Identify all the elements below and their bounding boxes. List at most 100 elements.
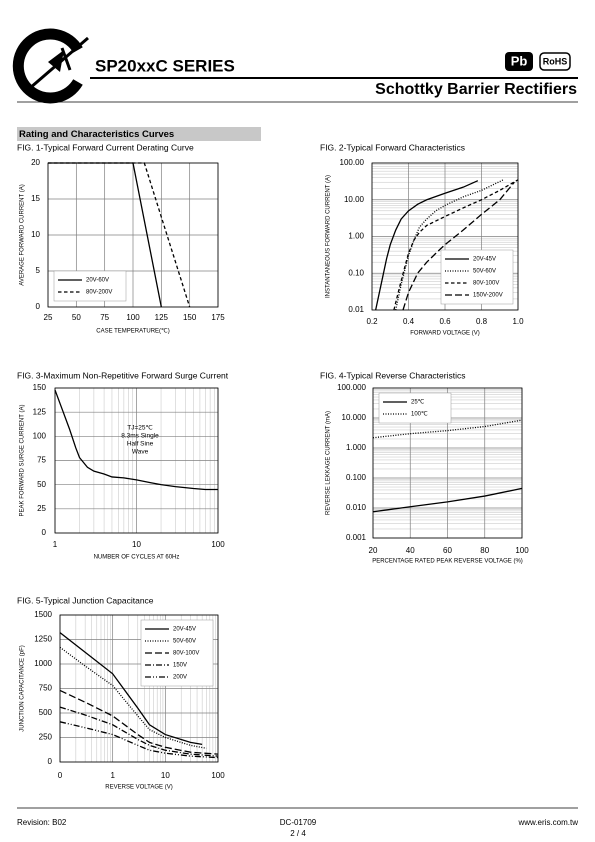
badge-border (539, 52, 571, 71)
x-tick-label: 60 (443, 546, 452, 555)
chart: FIG. 3-Maximum Non-Repetitive Forward Su… (17, 370, 229, 560)
chart-title: FIG. 4-Typical Reverse Characteristics (320, 370, 465, 380)
legend-label: 50V-60V (473, 269, 496, 275)
y-axis-title: JUNCTION CAPACITANCE (pF) (20, 645, 26, 731)
chart: FIG. 1-Typical Forward Current Derating … (17, 142, 225, 334)
badge: RoHS (543, 56, 568, 66)
annotation: Half Sine (127, 441, 154, 448)
series-line (59, 721, 219, 759)
x-tick-label: 25 (44, 313, 53, 322)
annotation: TJ=25℃ (127, 425, 153, 432)
series-line (48, 162, 191, 308)
y-tick-label: 1.00 (348, 232, 364, 241)
x-tick-label: 125 (155, 313, 169, 322)
x-tick-label: 100 (515, 546, 529, 555)
legend-label: 80V-100V (473, 281, 499, 287)
y-tick-label: 0 (36, 302, 41, 311)
legend-label: 20V-45V (473, 257, 496, 263)
header-subtitle: Schottky Barrier Rectifiers (375, 81, 577, 98)
x-tick-label: 0.4 (403, 317, 415, 326)
chart-title: FIG. 5-Typical Junction Capacitance (17, 595, 154, 605)
annotation: Wave (132, 449, 149, 456)
y-tick-label: 0.10 (348, 268, 364, 277)
series-line (393, 179, 519, 311)
plot-border (54, 387, 219, 534)
chart: FIG. 5-Typical Junction Capacitance 0 250 5… (17, 595, 225, 790)
legend-label: 100℃ (411, 412, 428, 418)
annotation: 8.3ms Single (121, 433, 159, 440)
y-tick-label: 50 (37, 480, 46, 489)
logo-bar (60, 47, 72, 71)
series-line (375, 180, 479, 311)
series-line (59, 706, 219, 757)
y-tick-label: 10.00 (344, 195, 365, 204)
legend-box (53, 270, 127, 302)
x-tick-label: 150 (183, 313, 197, 322)
legend-label: 80V-200V (86, 290, 112, 296)
x-tick-label: 20 (369, 546, 378, 555)
y-axis-title: REVERSE LEKKAGE CURRENT (mA) (326, 411, 332, 515)
plot-border (372, 387, 523, 539)
series-line (372, 487, 523, 513)
y-tick-label: 0 (42, 528, 47, 537)
x-tick-label: 40 (406, 546, 415, 555)
series-line (54, 389, 218, 491)
y-tick-label: 15 (31, 194, 40, 203)
x-tick-label: 0.2 (366, 317, 378, 326)
x-tick-label: 50 (72, 313, 81, 322)
header-title: SP20xxC SERIES (95, 56, 235, 75)
series-line (402, 181, 515, 311)
x-tick-label: 0.6 (439, 317, 451, 326)
y-tick-label: 5 (36, 266, 41, 275)
x-tick-label: 10 (132, 540, 141, 549)
plot-border (59, 614, 219, 763)
x-tick-label: 0 (58, 771, 63, 780)
y-tick-label: 0.01 (348, 305, 364, 314)
x-tick-label: 10 (161, 771, 170, 780)
y-axis-title: PEAK FORWARD SURGE CURRENT (A) (20, 405, 26, 517)
series-line (59, 632, 203, 746)
y-tick-label: 250 (39, 733, 53, 742)
legend-label: 20V-60V (86, 278, 109, 284)
legend-label: 150V-200V (473, 293, 503, 299)
x-axis-title: NUMBER OF CYCLES AT 60Hz (94, 555, 180, 561)
legend-label: 50V-60V (173, 639, 196, 645)
chart-title: FIG. 3-Maximum Non-Repetitive Forward Su… (17, 370, 229, 380)
y-tick-label: 1250 (34, 635, 52, 644)
plot-border (371, 162, 519, 311)
legend-label: 20V-45V (173, 627, 196, 633)
legend-label: 200V (173, 675, 187, 681)
y-tick-label: 750 (39, 684, 53, 693)
series-line (59, 689, 219, 755)
x-tick-label: 80 (480, 546, 489, 555)
y-tick-label: 0.001 (346, 533, 367, 542)
y-tick-label: 10.000 (342, 413, 367, 422)
y-tick-label: 25 (37, 504, 46, 513)
x-tick-label: 175 (211, 313, 225, 322)
y-axis-title: AVERAGE FORWARD CURRENT (A) (20, 184, 26, 285)
x-tick-label: 1 (110, 771, 115, 780)
y-axis-title: INSTANTANEOUS FORWARD CURRENT (A) (326, 175, 332, 298)
x-tick-label: 100 (211, 540, 225, 549)
y-tick-label: 100.000 (337, 383, 366, 392)
x-tick-label: 100 (126, 313, 140, 322)
logo (12, 28, 89, 104)
x-tick-label: 1.0 (512, 317, 524, 326)
y-tick-label: 1000 (34, 659, 52, 668)
y-tick-label: 500 (39, 708, 53, 717)
chart: FIG. 4-Typical Reverse Characteristics 0.… (320, 370, 529, 564)
footer-revision: Revision: B02 (17, 818, 67, 827)
y-tick-label: 125 (33, 407, 47, 416)
footer-page: 2 / 4 (290, 829, 306, 838)
footer-website: www.eris.com.tw (517, 818, 578, 827)
x-axis-title: REVERSE VOLTAGE (V) (105, 785, 172, 791)
y-tick-label: 0 (48, 757, 53, 766)
badge: Pb (511, 53, 528, 68)
y-tick-label: 10 (31, 230, 40, 239)
section-bar (17, 127, 261, 141)
section-title: Rating and Characteristics Curves (19, 129, 174, 140)
legend-label: 150V (173, 663, 187, 669)
legend-label: 25℃ (411, 400, 425, 406)
x-tick-label: 75 (100, 313, 109, 322)
